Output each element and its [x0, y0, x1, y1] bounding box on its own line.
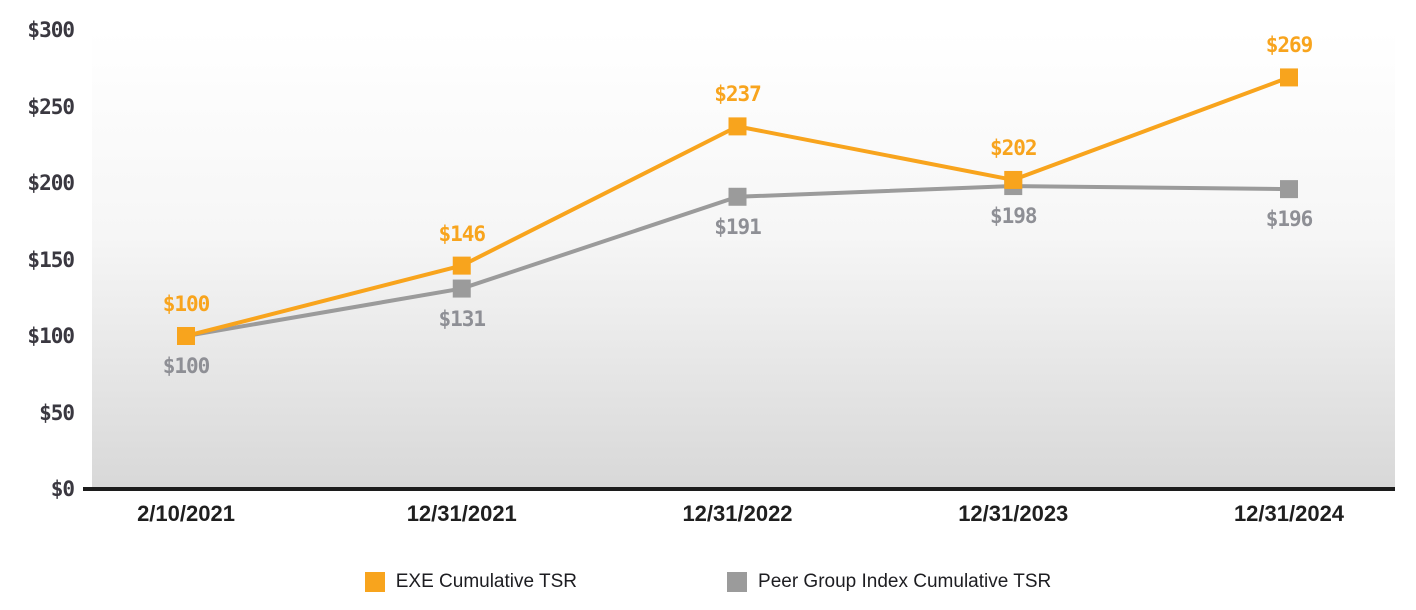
peer-legend-swatch-icon — [727, 572, 748, 592]
x-label-0: 2/10/2021 — [137, 501, 235, 526]
exe-data-label-0: $100 — [162, 292, 211, 316]
x-label-3: 12/31/2023 — [958, 501, 1069, 526]
exe-data-label-1: $146 — [438, 221, 486, 246]
exe-marker-point-2 — [728, 117, 747, 136]
legend-item-peer: Peer Group Index Cumulative TSR — [727, 571, 1051, 593]
y-tick-label-0: $0 — [50, 477, 75, 501]
peer-marker-point-1 — [452, 279, 471, 298]
x-axis-line — [83, 487, 1395, 491]
exe-marker-point-4 — [1280, 68, 1298, 87]
exe-legend-swatch-icon — [364, 572, 385, 592]
exe-marker-point-3 — [1004, 170, 1023, 189]
peer-data-label-1: $131 — [438, 306, 486, 331]
plot-area-background — [92, 30, 1395, 487]
exe-data-label-2: $237 — [714, 82, 762, 107]
peer-marker-point-2 — [728, 187, 747, 206]
peer-data-label-0: $100 — [162, 354, 211, 378]
y-tick-label-3: $150 — [27, 247, 75, 272]
legend-item-exe: EXE Cumulative TSR — [364, 571, 578, 593]
exe-series-line — [185, 75, 1290, 338]
peer-series-line — [185, 184, 1290, 338]
chart-legend: EXE Cumulative TSR Peer Group Index Cumu… — [0, 571, 1416, 593]
peer-marker-point-4 — [1280, 180, 1298, 199]
y-tick-label-4: $200 — [27, 171, 75, 195]
x-label-1: 12/31/2021 — [406, 501, 517, 526]
exe-data-label-3: $202 — [989, 135, 1038, 160]
y-tick-label-5: $250 — [27, 94, 75, 119]
x-label-4: 12/31/2024 — [1233, 501, 1345, 526]
exe-legend-label: EXE Cumulative TSR — [395, 571, 578, 592]
exe-data-label-4: $269 — [1265, 33, 1314, 58]
exe-marker-point-1 — [452, 256, 471, 275]
y-tick-label-2: $100 — [27, 324, 75, 348]
peer-data-label-2: $191 — [714, 214, 762, 239]
peer-legend-label: Peer Group Index Cumulative TSR — [758, 571, 1052, 592]
exe-marker-point-0 — [177, 327, 195, 345]
y-tick-label-1: $50 — [39, 400, 75, 425]
peer-data-label-3: $198 — [989, 204, 1038, 229]
peer-data-label-4: $196 — [1265, 207, 1314, 232]
x-label-2: 12/31/2022 — [682, 501, 793, 526]
y-tick-label-6: $300 — [27, 18, 75, 42]
